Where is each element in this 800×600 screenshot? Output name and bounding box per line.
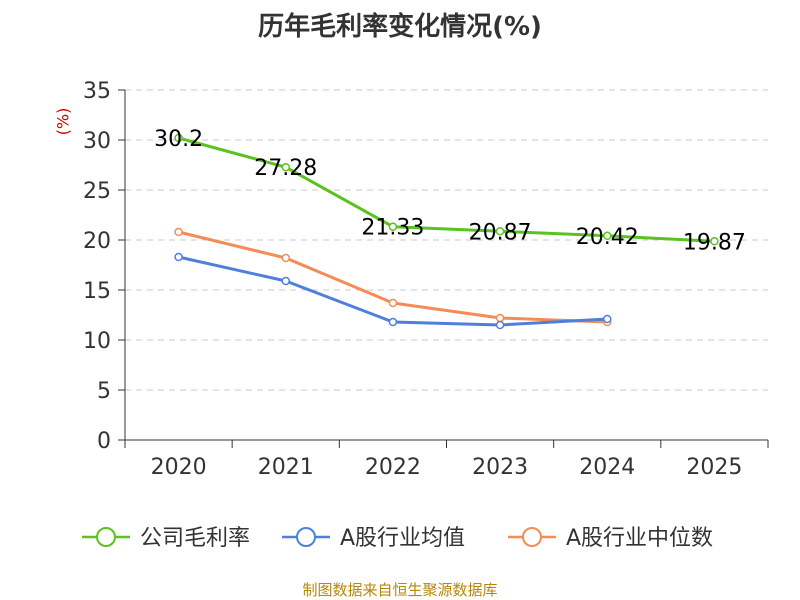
data-label: 20.87 (469, 220, 532, 245)
y-tick-label: 20 (83, 229, 111, 254)
data-point (603, 231, 612, 241)
series-line (177, 255, 609, 327)
data-point (281, 253, 290, 263)
x-tick-label: 2024 (579, 455, 635, 480)
data-point (495, 227, 505, 236)
legend-label: 公司毛利率 (140, 526, 250, 551)
data-point (603, 314, 612, 324)
legend-marker (296, 527, 316, 547)
y-tick-label: 25 (83, 179, 111, 204)
data-point (710, 237, 719, 246)
y-tick-label: 35 (83, 79, 111, 104)
data-label: 27.28 (254, 156, 317, 181)
data-point (174, 252, 183, 262)
data-point (281, 162, 290, 172)
data-point (495, 320, 505, 330)
data-point (388, 317, 398, 327)
source-note: 制图数据来自恒生聚源数据库 (302, 581, 498, 599)
data-label: 20.42 (576, 225, 639, 250)
data-point (174, 227, 183, 237)
legend-label: A股行业均值 (340, 526, 465, 551)
legend-marker (522, 527, 542, 547)
y-tick-label: 15 (83, 279, 111, 304)
data-point (388, 298, 398, 308)
x-tick-label: 2020 (151, 455, 207, 480)
data-label: 21.33 (361, 216, 424, 241)
series-line (177, 136, 716, 243)
chart-title: 历年毛利率变化情况(%) (258, 12, 542, 42)
y-tick-label: 30 (83, 129, 111, 154)
y-tick-label: 5 (97, 379, 111, 404)
y-tick-label: 0 (97, 429, 111, 454)
legend-label: A股行业中位数 (566, 526, 713, 551)
x-tick-label: 2022 (365, 455, 421, 480)
y-tick-label: 10 (83, 329, 111, 354)
data-label: 19.87 (683, 230, 746, 255)
data-point (174, 133, 183, 143)
x-tick-label: 2021 (258, 455, 314, 480)
data-label: 30.2 (154, 127, 203, 152)
x-tick-label: 2025 (686, 455, 742, 480)
series-line (177, 230, 609, 324)
x-tick-label: 2023 (472, 455, 528, 480)
data-point (281, 276, 290, 286)
data-point (388, 222, 398, 231)
legend-marker (96, 527, 116, 547)
data-point (495, 313, 505, 323)
